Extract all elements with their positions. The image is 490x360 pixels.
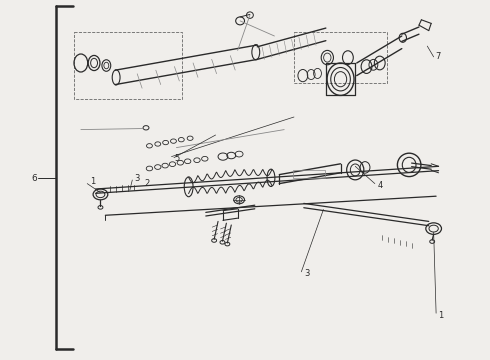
Text: 6: 6 — [31, 174, 37, 183]
Text: 1: 1 — [439, 310, 444, 320]
Bar — [74, 32, 182, 99]
Text: 4: 4 — [377, 181, 383, 190]
Text: 2: 2 — [145, 179, 150, 188]
Bar — [293, 170, 325, 178]
Text: 7: 7 — [435, 53, 441, 62]
Bar — [294, 32, 387, 83]
Text: 1: 1 — [90, 177, 95, 186]
Text: 3: 3 — [135, 174, 140, 183]
Text: 3: 3 — [304, 269, 309, 278]
Text: 5: 5 — [174, 154, 179, 163]
